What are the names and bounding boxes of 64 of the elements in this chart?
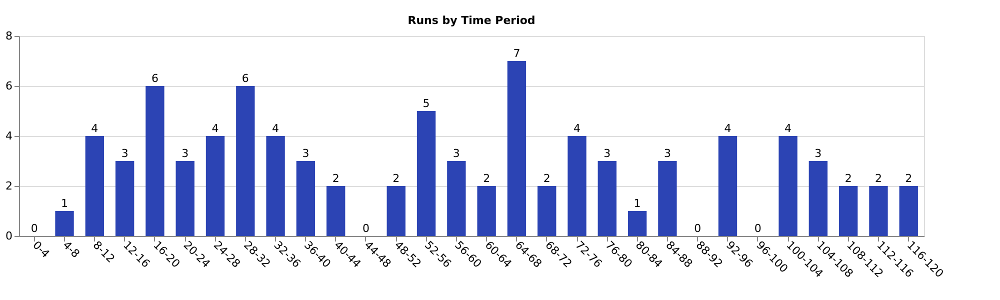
data-label: 3 xyxy=(452,147,460,160)
bar xyxy=(838,186,858,236)
data-label: 4 xyxy=(724,122,732,135)
data-label: 0 xyxy=(694,222,702,235)
data-label: 3 xyxy=(182,147,189,160)
y-tick-label: 8 xyxy=(6,30,12,42)
bar xyxy=(115,161,134,236)
bar xyxy=(658,161,677,236)
bar xyxy=(477,186,496,236)
data-label: 3 xyxy=(604,147,611,160)
bar xyxy=(176,161,194,236)
data-label: 3 xyxy=(664,147,671,160)
bar xyxy=(416,111,436,236)
bar xyxy=(507,61,526,236)
data-label: 1 xyxy=(634,197,641,210)
bar xyxy=(598,161,617,236)
bar xyxy=(55,211,74,236)
y-tick-label: 0 xyxy=(6,230,12,242)
data-label: 3 xyxy=(814,147,822,160)
bar xyxy=(85,136,104,236)
bar xyxy=(146,86,164,236)
data-label: 2 xyxy=(874,172,882,185)
data-label: 2 xyxy=(844,172,852,185)
data-label: 2 xyxy=(392,172,400,185)
data-label: 6 xyxy=(242,72,249,85)
bar xyxy=(899,186,918,236)
data-label: 5 xyxy=(422,97,430,110)
bar xyxy=(326,186,346,236)
bar xyxy=(538,186,556,236)
bar xyxy=(266,136,285,236)
bar xyxy=(386,186,406,236)
data-label: 2 xyxy=(905,172,912,185)
data-label: 2 xyxy=(332,172,340,185)
bar xyxy=(236,86,255,236)
bar xyxy=(568,136,586,236)
data-label: 6 xyxy=(151,72,158,85)
data-label: 4 xyxy=(91,122,98,135)
bar xyxy=(778,136,798,236)
y-tick-label: 2 xyxy=(6,180,12,192)
bar xyxy=(718,136,738,236)
bar xyxy=(869,186,888,236)
chart-title: Runs by Time Period xyxy=(408,14,536,27)
data-label: 7 xyxy=(513,47,520,60)
bar xyxy=(628,211,647,236)
bar xyxy=(808,161,828,236)
y-tick-label: 4 xyxy=(6,130,12,142)
bar xyxy=(206,136,225,236)
data-label: 0 xyxy=(30,222,38,235)
data-label: 3 xyxy=(302,147,310,160)
bar xyxy=(447,161,466,236)
data-label: 4 xyxy=(272,122,280,135)
data-label: 2 xyxy=(543,172,550,185)
data-label: 4 xyxy=(784,122,792,135)
data-label: 3 xyxy=(121,147,128,160)
bar xyxy=(296,161,316,236)
data-label: 4 xyxy=(574,122,581,135)
data-label: 4 xyxy=(212,122,219,135)
x-tick-label: 0-4 xyxy=(30,238,52,260)
data-label: 0 xyxy=(362,222,370,235)
data-label: 0 xyxy=(754,222,762,235)
y-tick-label: 6 xyxy=(6,80,12,92)
x-tick-label: 4-8 xyxy=(60,238,82,260)
data-label: 2 xyxy=(483,172,490,185)
data-label: 1 xyxy=(61,197,68,210)
